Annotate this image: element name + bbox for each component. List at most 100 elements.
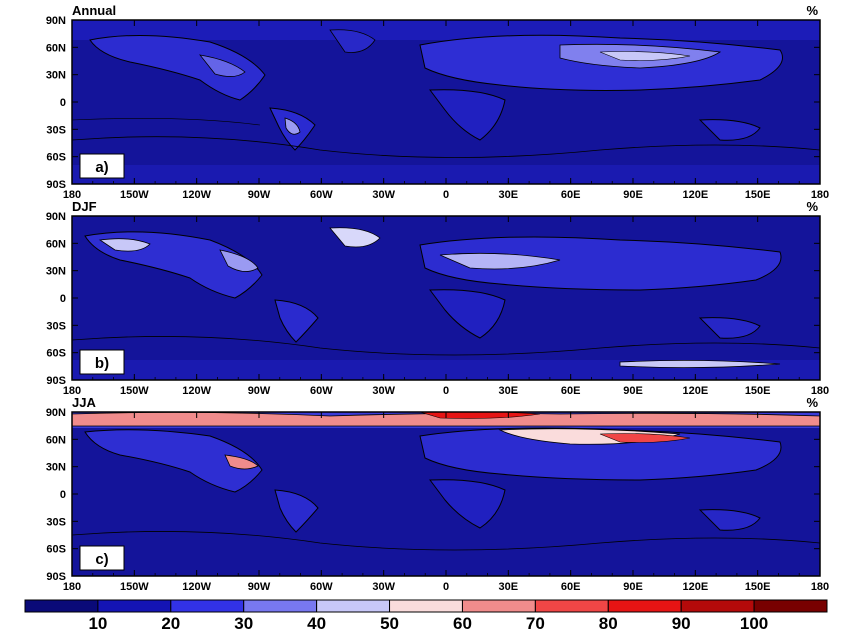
colorbar: 10 20 30 40 50 60 70 80 90 100: [24, 599, 828, 633]
colorbar-label: 20: [161, 614, 180, 633]
lon-tick-label: 150W: [120, 385, 149, 397]
colorbar-label: 10: [88, 614, 107, 633]
colorbar-swatch: [607, 599, 682, 613]
lon-tick-label: 180: [63, 385, 81, 397]
lon-tick-label: 60W: [310, 189, 333, 201]
lon-tick-label: 60W: [310, 385, 333, 397]
panel-tag: a): [95, 159, 108, 176]
lon-tick-label: 0: [443, 189, 449, 201]
panel-tag: c): [95, 551, 108, 568]
lon-tick-labels: 180 150W 120W 90W 60W 30W 0 30E 60E 90E 120E 150E 18…: [63, 20, 829, 201]
lon-tick-label: 180: [811, 581, 829, 593]
lon-tick-label: 90E: [623, 581, 643, 593]
map-field: [72, 216, 820, 380]
lon-tick-labels: 180 150W 120W 90W 60W 30W 0 30E 60E 90E 120E 150E 18…: [63, 412, 829, 593]
colorbar-label: 40: [307, 614, 326, 633]
panel-tag: b): [95, 355, 109, 372]
lat-tick-label: 30N: [46, 70, 66, 82]
panel-annual: Annual % a): [46, 3, 829, 201]
colorbar-label: 70: [526, 614, 545, 633]
lon-tick-label: 60E: [561, 189, 581, 201]
lat-tick-label: 90S: [46, 179, 66, 191]
lat-tick-label: 90S: [46, 375, 66, 387]
colorbar-swatch: [389, 599, 463, 613]
lon-tick-label: 60E: [561, 581, 581, 593]
lon-tick-label: 150E: [745, 385, 771, 397]
lat-tick-labels: 90N 60N 30N 0 30S 60S 90S: [46, 211, 820, 387]
lon-tick-label: 90E: [623, 385, 643, 397]
lat-tick-label: 60N: [46, 42, 66, 54]
lon-tick-label: 30E: [499, 385, 519, 397]
colorbar-label: 100: [740, 614, 768, 633]
lat-tick-label: 90N: [46, 15, 66, 27]
colorbar-swatch: [680, 599, 755, 613]
lon-tick-label: 90W: [248, 189, 271, 201]
lat-tick-labels: 90N 60N 30N 0 30S 60S 90S: [46, 407, 820, 583]
lon-tick-label: 180: [63, 189, 81, 201]
lon-tick-label: 150W: [120, 581, 149, 593]
lon-tick-label: 120W: [182, 189, 211, 201]
panel-title: JJA: [72, 395, 96, 410]
lat-tick-label: 0: [60, 97, 66, 109]
lat-tick-label: 30S: [46, 124, 66, 136]
lat-tick-label: 90S: [46, 571, 66, 583]
map-field: [72, 412, 820, 576]
lon-tick-label: 120E: [682, 581, 708, 593]
lat-tick-label: 30S: [46, 320, 66, 332]
panel-title: DJF: [72, 199, 97, 214]
lon-tick-label: 60E: [561, 385, 581, 397]
lon-tick-label: 150E: [745, 581, 771, 593]
lon-tick-label: 150W: [120, 189, 149, 201]
panel-djf: DJF % b) 90N 60N 30N 0 30S 60S 90S 180 150W 120W…: [46, 199, 829, 397]
colorbar-swatch: [316, 599, 391, 613]
colorbar-label: 50: [380, 614, 399, 633]
lat-tick-label: 30N: [46, 266, 66, 278]
lat-tick-label: 60S: [46, 152, 66, 164]
lon-tick-label: 180: [63, 581, 81, 593]
lon-tick-label: 30E: [499, 581, 519, 593]
lon-tick-label: 120W: [182, 385, 211, 397]
map-field: [72, 20, 820, 184]
lon-tick-label: 150E: [745, 189, 771, 201]
colorbar-swatch: [170, 599, 245, 613]
colorbar-swatch: [243, 599, 318, 613]
colorbar-swatch: [461, 599, 536, 613]
panel-jja: JJA % c) 90N 60N 30N 0 30S 60S 90S 180 150W 120W…: [46, 395, 829, 593]
colorbar-swatch: [534, 599, 609, 613]
lon-tick-label: 30W: [372, 581, 395, 593]
colorbar-swatch: [753, 599, 828, 613]
panel-title: Annual: [72, 3, 116, 18]
lon-tick-label: 0: [443, 581, 449, 593]
lat-tick-label: 30N: [46, 462, 66, 474]
lat-tick-label: 60N: [46, 238, 66, 250]
lon-tick-label: 30W: [372, 385, 395, 397]
units-label: %: [806, 395, 818, 410]
colorbar-label: 80: [599, 614, 618, 633]
lat-tick-label: 60S: [46, 544, 66, 556]
units-label: %: [806, 3, 818, 18]
lon-tick-label: 30E: [499, 189, 519, 201]
lon-tick-label: 90W: [248, 385, 271, 397]
units-label: %: [806, 199, 818, 214]
colorbar-label: 90: [672, 614, 691, 633]
lon-tick-label: 90E: [623, 189, 643, 201]
lat-tick-label: 60N: [46, 434, 66, 446]
lon-tick-label: 90W: [248, 581, 271, 593]
lon-tick-label: 0: [443, 385, 449, 397]
lon-tick-labels: 180 150W 120W 90W 60W 30W 0 30E 60E 90E 120E 150E 18…: [63, 216, 829, 397]
lon-tick-label: 180: [811, 189, 829, 201]
colorbar-swatch: [24, 599, 99, 613]
lon-tick-label: 120E: [682, 385, 708, 397]
lat-tick-label: 90N: [46, 211, 66, 223]
lon-tick-label: 180: [811, 385, 829, 397]
lat-tick-labels: 90N 60N 30N 0 30S 60S 90S: [46, 15, 820, 191]
lon-tick-label: 120W: [182, 581, 211, 593]
lat-tick-label: 90N: [46, 407, 66, 419]
lon-tick-label: 60W: [310, 581, 333, 593]
colorbar-label: 30: [234, 614, 253, 633]
lat-tick-label: 0: [60, 293, 66, 305]
lon-tick-label: 30W: [372, 189, 395, 201]
lon-tick-label: 120E: [682, 189, 708, 201]
lat-tick-label: 30S: [46, 516, 66, 528]
